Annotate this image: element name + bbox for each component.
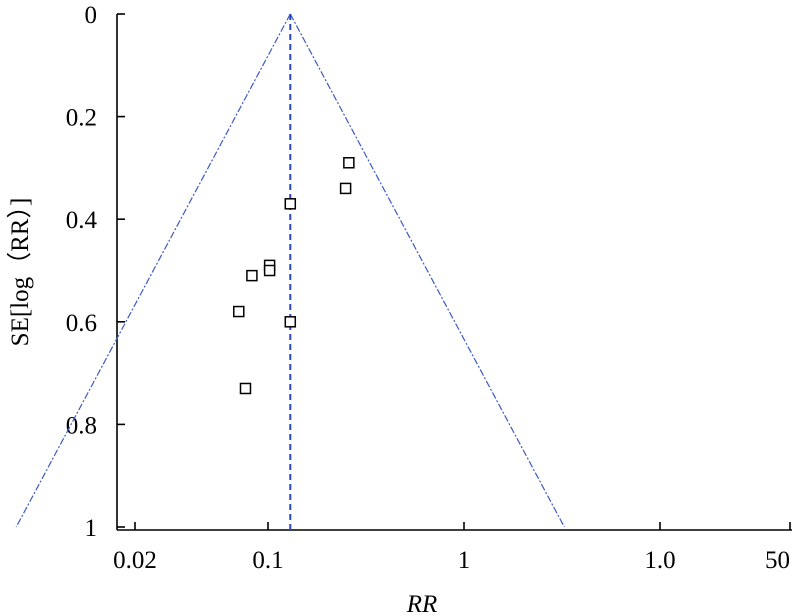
- y-tick-label: 0.8: [66, 412, 97, 439]
- study-point: [263, 264, 276, 277]
- y-tick-label: 0.4: [66, 207, 98, 234]
- study-point: [339, 182, 352, 195]
- x-tick-label: 0.02: [113, 547, 157, 574]
- y-axis-title: SE[log（RR）]: [6, 198, 34, 347]
- funnel-right-boundary: [289, 13, 565, 528]
- study-points: [233, 157, 355, 395]
- study-point: [284, 316, 297, 328]
- y-tick-label: 0: [85, 2, 98, 29]
- funnel-lines: [15, 13, 565, 530]
- funnel-left-boundary: [15, 13, 291, 528]
- study-point: [246, 269, 258, 282]
- x-tick-label: 50: [765, 547, 790, 574]
- y-tick-label: 0.6: [66, 310, 97, 337]
- x-axis-title: RR: [406, 591, 438, 616]
- x-tick-label: 0.1: [252, 547, 283, 574]
- study-point: [239, 382, 252, 395]
- x-axis-ticks: 0.02 0.1 1 1.0 50: [113, 522, 791, 574]
- x-tick-label: 1: [458, 547, 471, 574]
- y-tick-label: 0.2: [66, 105, 97, 132]
- study-point: [343, 157, 355, 169]
- y-tick-label: 1: [85, 515, 98, 542]
- y-axis-ticks: 0 0.2 0.4 0.6 0.8 1: [66, 2, 125, 542]
- study-point: [233, 305, 245, 318]
- x-tick-label: 1.0: [644, 547, 675, 574]
- study-point: [284, 198, 297, 210]
